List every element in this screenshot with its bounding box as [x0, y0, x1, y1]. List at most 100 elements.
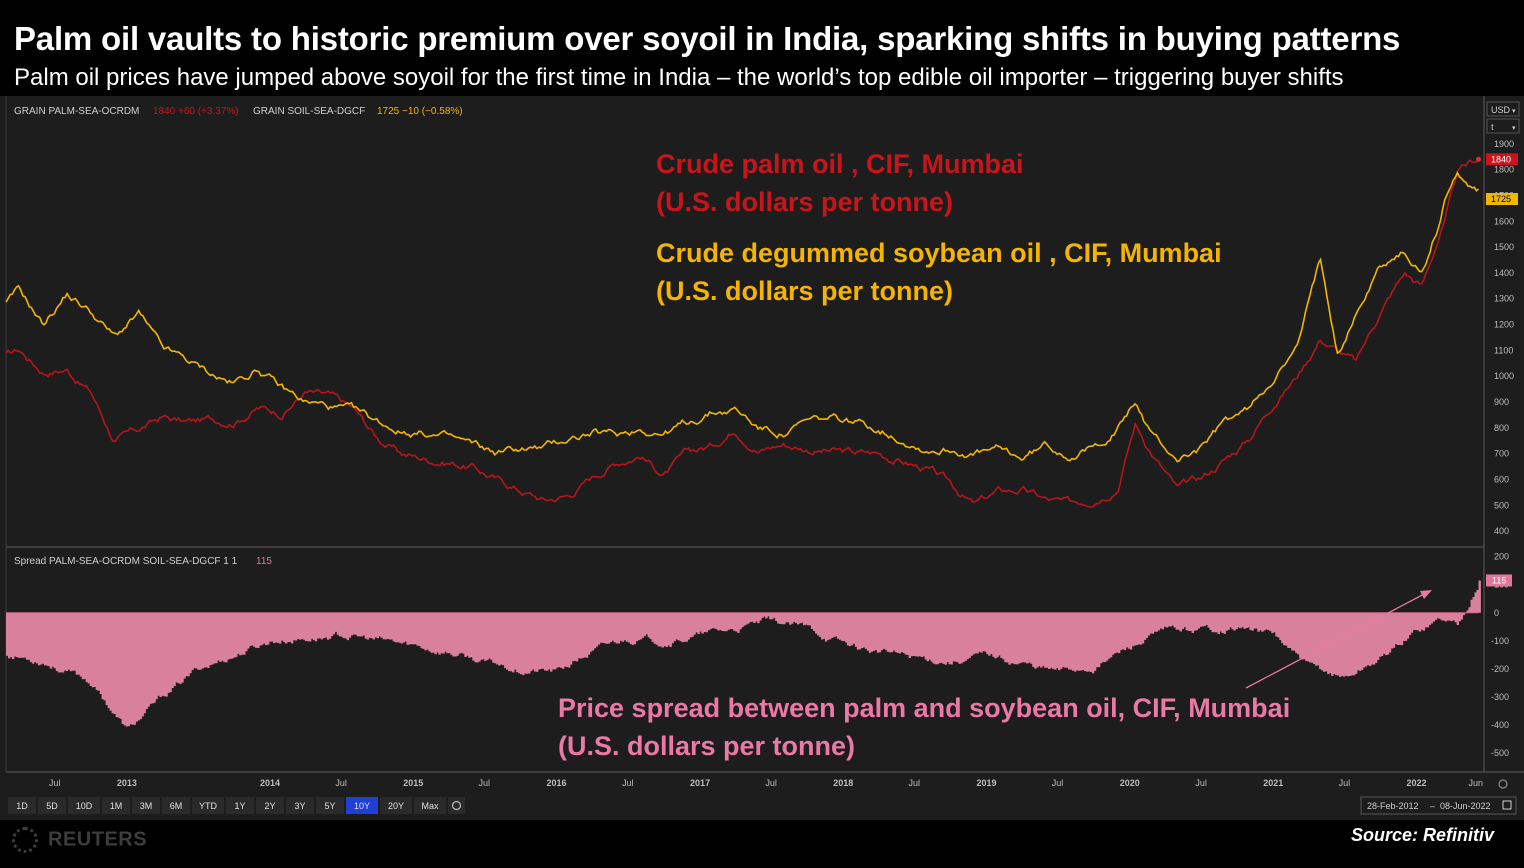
spread-bar [569, 612, 573, 665]
spread-bar [8, 612, 11, 659]
currency-selector[interactable]: USD ▾ [1486, 101, 1520, 117]
spread-bar [1068, 612, 1071, 670]
period-button-5d[interactable]: 5D [38, 797, 66, 814]
y-tick-label: -400 [1491, 720, 1509, 730]
spread-bar [1390, 612, 1394, 649]
spread-bar [111, 612, 114, 714]
spread-bar [918, 612, 921, 657]
spread-bar [510, 612, 513, 672]
period-button-bg [316, 797, 344, 814]
spread-bar [1251, 612, 1254, 631]
spread-bar [557, 612, 561, 668]
spread-bar [1117, 612, 1121, 654]
spread-bar [235, 612, 238, 657]
spread-bar [412, 612, 415, 645]
soy-ric-label: GRAIN SOIL-SEA-DGCF [253, 106, 365, 117]
settings-gear-icon[interactable] [1498, 779, 1508, 789]
unit-selector[interactable]: t ▾ [1486, 118, 1520, 134]
spread-bar [352, 612, 356, 635]
spread-bar [163, 612, 166, 697]
date-range-end: 08-Jun-2022 [1440, 801, 1491, 811]
period-button-3m[interactable]: 3M [132, 797, 160, 814]
soy-annotation-line2: (U.S. dollars per tonne) [656, 276, 953, 306]
spread-bar [468, 612, 471, 658]
spread-bar [1111, 612, 1115, 655]
y-tick-label: 500 [1494, 500, 1509, 510]
spread-bar [687, 612, 690, 640]
spread-bar [133, 612, 136, 725]
spread-bar [1048, 612, 1051, 670]
spread-bar [984, 612, 987, 652]
spread-bar [77, 612, 81, 675]
spread-bar [259, 612, 262, 646]
date-x-axis: Jul 2013 2014 Jul 2015 Jul 2016 Jul 2017 Jul 2018 J… [49, 778, 1483, 788]
period-button-max[interactable]: Max [414, 797, 446, 814]
period-settings-gear-icon[interactable] [448, 797, 465, 814]
spread-bar [693, 612, 696, 635]
period-button-6m[interactable]: 6M [162, 797, 190, 814]
spread-bar [655, 612, 658, 645]
spread-bar [603, 612, 607, 644]
spread-bar [830, 612, 834, 638]
period-button-5y[interactable]: 5Y [316, 797, 344, 814]
spread-bar [801, 612, 804, 623]
spread-bar [898, 612, 902, 654]
spread-bar [1299, 612, 1302, 659]
spread-bar [1436, 612, 1440, 619]
spread-bar [1173, 612, 1176, 628]
spread-bar [1169, 612, 1173, 627]
period-button-ytd[interactable]: YTD [192, 797, 224, 814]
spread-bar [249, 612, 252, 647]
spread-bar [380, 612, 383, 638]
spread-bar [450, 612, 453, 655]
period-button-label: YTD [199, 801, 218, 811]
spread-bar [314, 612, 318, 642]
spread-bar [573, 612, 577, 661]
period-button-10d[interactable]: 10D [68, 797, 100, 814]
spread-bar [199, 612, 202, 670]
spread-bar [1424, 612, 1428, 628]
spread-bar [721, 612, 724, 631]
spread-bar [452, 612, 455, 657]
period-button-1y[interactable]: 1Y [226, 797, 254, 814]
spread-bar [97, 612, 101, 691]
period-button-3y[interactable]: 3Y [286, 797, 314, 814]
spread-bar [1416, 612, 1420, 631]
spread-bar [1231, 612, 1234, 630]
period-button-1m[interactable]: 1M [102, 797, 130, 814]
spread-bar [1050, 612, 1053, 668]
spread-bar [478, 612, 481, 662]
spread-bar [585, 612, 589, 658]
spread-bar [508, 612, 511, 672]
spread-bar [932, 612, 935, 664]
spread-bar [1462, 612, 1465, 616]
spread-bar [416, 612, 419, 646]
spread-bar [1370, 612, 1374, 665]
spread-bar [1243, 612, 1246, 629]
spread-bar [1139, 612, 1143, 645]
period-button-10y[interactable]: 10Y [346, 797, 378, 814]
period-button-2y[interactable]: 2Y [256, 797, 284, 814]
spread-bar [1307, 612, 1310, 662]
spread-bar [1197, 612, 1200, 629]
spread-bar [651, 612, 654, 642]
spread-bar [1470, 599, 1473, 613]
spread-bar [225, 612, 228, 663]
spread-bar [589, 612, 593, 652]
spread-bar [1006, 612, 1009, 663]
period-button-1d[interactable]: 1D [8, 797, 36, 814]
spread-bar [424, 612, 427, 651]
spread-bar [1030, 612, 1033, 664]
date-range-box[interactable]: 28-Feb-2012 – 08-Jun-2022 [1360, 796, 1517, 815]
spread-bar [1311, 612, 1314, 663]
spread-bar [1213, 612, 1216, 633]
spread-bar [1052, 612, 1055, 669]
spread-bar [492, 612, 495, 663]
spread-bar [530, 612, 533, 671]
spread-bar [107, 612, 110, 709]
period-button-label: 20Y [388, 801, 404, 811]
period-button-20y[interactable]: 20Y [380, 797, 412, 814]
currency-label: USD [1491, 105, 1511, 115]
spread-bar [912, 612, 915, 656]
spread-bar [368, 612, 371, 638]
